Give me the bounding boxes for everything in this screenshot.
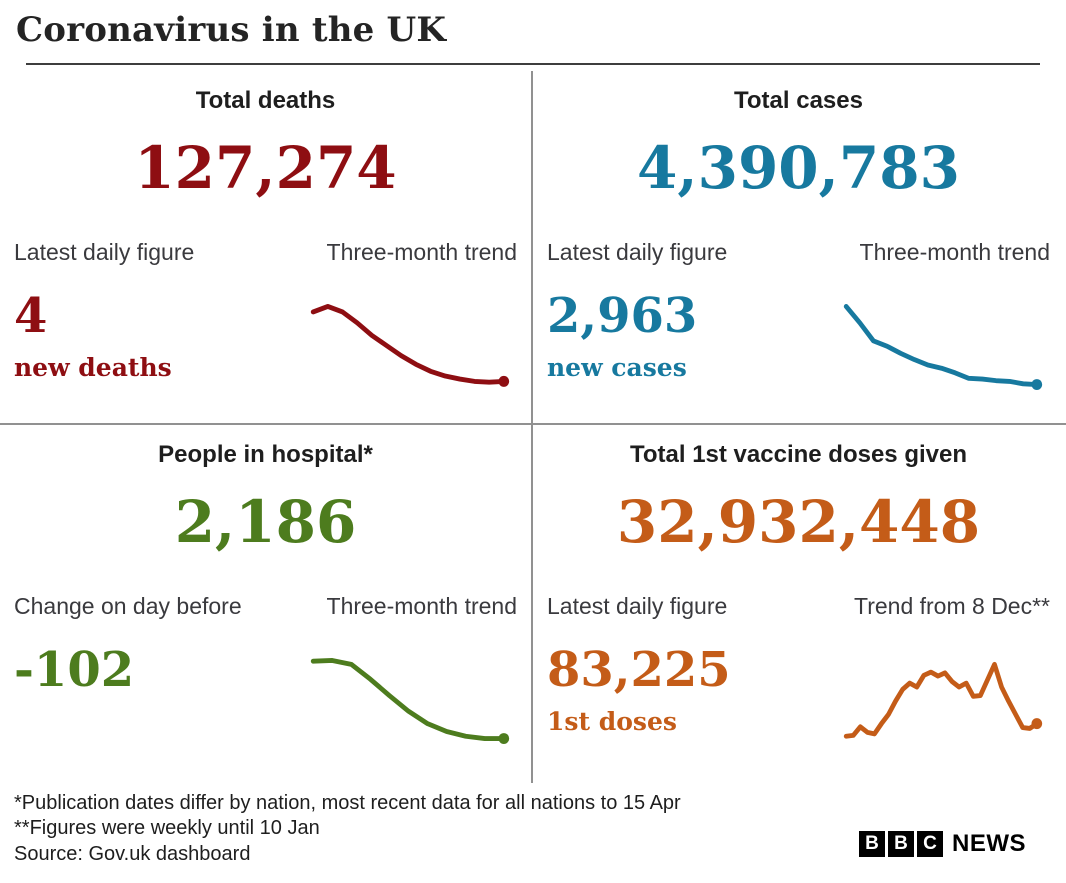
change-on-day-before-label: Change on day before xyxy=(14,593,242,619)
total-cases-value: 4,390,783 xyxy=(637,134,960,202)
grid-row-top: Total deaths 127,274 Latest daily figure… xyxy=(0,71,1066,425)
new-cases-caption: new cases xyxy=(547,352,687,382)
footer: *Publication dates differ by nation, mos… xyxy=(0,783,1066,870)
vaccine-doses-value: 32,932,448 xyxy=(616,488,981,556)
new-deaths-caption: new deaths xyxy=(14,352,172,382)
new-deaths-value: 4 xyxy=(14,288,48,344)
bbc-news-logo: B B C NEWS xyxy=(859,830,1026,858)
first-doses-value: 83,225 xyxy=(547,642,731,698)
panel-people-in-hospital: People in hospital* 2,186 Change on day … xyxy=(0,425,533,783)
stats-grid: Total deaths 127,274 Latest daily figure… xyxy=(0,71,1066,783)
panel-title: Total deaths xyxy=(195,87,336,114)
latest-daily-figure-label: Latest daily figure xyxy=(14,239,195,265)
footnote-publication-dates: *Publication dates differ by nation, mos… xyxy=(14,792,681,814)
panel-bottom: 2,963 new cases xyxy=(533,290,1064,393)
panel-bottom: 4 new deaths xyxy=(0,290,531,393)
bbc-logo-block-b2: B xyxy=(888,831,914,857)
trend-label: Three-month trend xyxy=(326,239,517,265)
hospital-change-value: -102 xyxy=(14,642,135,698)
panel-labels: Latest daily figure Three-month trend xyxy=(533,239,1064,266)
footnote-weekly-figures: **Figures were weekly until 10 Jan xyxy=(14,817,320,840)
bbc-logo-news-text: NEWS xyxy=(952,830,1026,857)
title-divider xyxy=(26,63,1040,65)
panel-total-deaths: Total deaths 127,274 Latest daily figure… xyxy=(0,71,533,423)
hospital-value: 2,186 xyxy=(174,488,357,556)
deaths-sparkline xyxy=(310,304,510,387)
panel-labels: Latest daily figure Trend from 8 Dec** xyxy=(533,593,1064,620)
panel-title: Total 1st vaccine doses given xyxy=(629,441,968,468)
daily-figure-block: -102 xyxy=(14,644,134,707)
total-deaths-value: 127,274 xyxy=(134,134,397,202)
bbc-logo-block-c: C xyxy=(917,831,943,857)
grid-row-bottom: People in hospital* 2,186 Change on day … xyxy=(0,425,1066,783)
panel-labels: Change on day before Three-month trend xyxy=(0,593,531,620)
header: Coronavirus in the UK xyxy=(0,0,1066,65)
new-cases-value: 2,963 xyxy=(547,288,698,344)
latest-daily-figure-label: Latest daily figure xyxy=(547,593,728,619)
vaccines-sparkline xyxy=(843,661,1043,739)
panel-bottom: -102 xyxy=(0,644,531,747)
trend-label: Trend from 8 Dec** xyxy=(854,593,1050,619)
panel-total-cases: Total cases 4,390,783 Latest daily figur… xyxy=(533,71,1064,423)
panel-bottom: 83,225 1st doses xyxy=(533,644,1064,747)
daily-figure-block: 2,963 new cases xyxy=(547,290,697,382)
trend-label: Three-month trend xyxy=(326,593,517,619)
bbc-logo-block-b1: B xyxy=(859,831,885,857)
footnote-source: Source: Gov.uk dashboard xyxy=(14,842,251,865)
daily-figure-block: 83,225 1st doses xyxy=(547,644,731,736)
latest-daily-figure-label: Latest daily figure xyxy=(547,239,728,265)
daily-figure-block: 4 new deaths xyxy=(14,290,172,382)
page-title: Coronavirus in the UK xyxy=(16,10,447,50)
panel-title: Total cases xyxy=(734,87,863,114)
panel-labels: Latest daily figure Three-month trend xyxy=(0,239,531,266)
first-doses-caption: 1st doses xyxy=(547,706,677,736)
cases-sparkline xyxy=(843,304,1043,391)
panel-title: People in hospital* xyxy=(158,441,373,468)
trend-label: Three-month trend xyxy=(859,239,1050,265)
hospital-sparkline xyxy=(310,658,510,745)
panel-vaccine-doses: Total 1st vaccine doses given 32,932,448… xyxy=(533,425,1064,783)
